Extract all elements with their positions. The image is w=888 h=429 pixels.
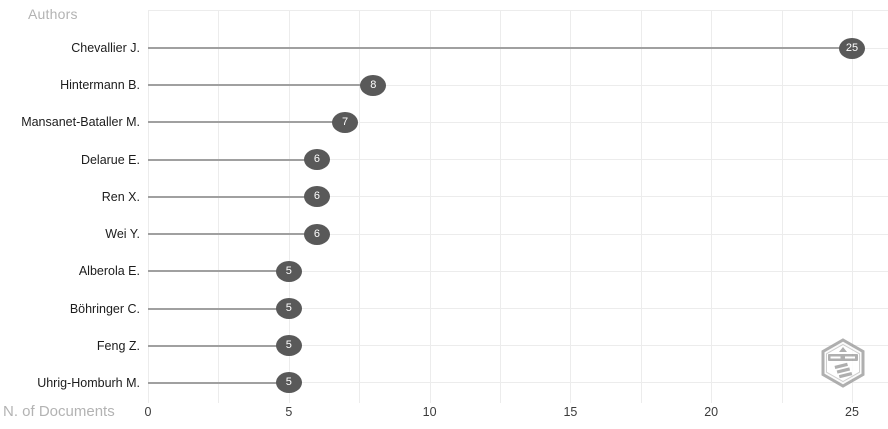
x-gridline: [148, 10, 149, 403]
x-gridline: [288, 10, 290, 403]
y-axis-title: Authors: [28, 6, 78, 22]
y-gridline: [148, 159, 888, 161]
x-gridline: [429, 10, 431, 403]
lollipop-stem: [148, 121, 346, 124]
lollipop-stem: [148, 158, 317, 161]
data-point[interactable]: 5: [275, 260, 302, 282]
x-axis-title: N. of Documents: [3, 403, 115, 420]
y-gridline: [148, 121, 888, 123]
x-gridline: [781, 10, 783, 403]
x-tick-label: 0: [144, 405, 152, 419]
category-label: Mansanet-Bataller M.: [21, 115, 140, 130]
x-tick-label: 10: [422, 405, 437, 419]
lollipop-stem: [148, 47, 852, 49]
y-gridline: [148, 308, 888, 310]
y-gridline: [148, 84, 888, 86]
category-label: Alberola E.: [78, 264, 140, 279]
x-gridline: [640, 10, 642, 403]
x-gridline: [218, 10, 220, 403]
lollipop-stem: [148, 270, 289, 273]
x-tick-label: 5: [285, 405, 293, 419]
category-label: Wei Y.: [105, 227, 140, 242]
data-point[interactable]: 25: [839, 37, 865, 59]
category-label: Böhringer C.: [69, 301, 140, 316]
y-gridline: [148, 382, 888, 384]
x-tick-label: 25: [845, 405, 859, 419]
category-label: Feng Z.: [96, 338, 140, 353]
y-gridline: [148, 233, 888, 235]
lollipop-stem: [148, 307, 289, 310]
y-gridline: [148, 196, 888, 198]
lollipop-stem: [148, 344, 289, 347]
category-label: Delarue E.: [80, 152, 140, 167]
y-gridline: [148, 10, 888, 12]
data-point[interactable]: 5: [275, 335, 302, 357]
y-gridline: [148, 345, 888, 347]
x-gridline: [711, 10, 713, 403]
data-point[interactable]: 5: [275, 298, 302, 320]
x-tick-label: 20: [704, 405, 719, 419]
y-gridline: [148, 270, 888, 272]
x-gridline: [570, 10, 572, 403]
lollipop-stem: [148, 381, 289, 384]
data-point[interactable]: 6: [303, 186, 330, 208]
data-point[interactable]: 7: [332, 111, 359, 133]
x-gridline: [359, 10, 361, 403]
data-point[interactable]: 6: [303, 149, 330, 171]
x-gridline: [852, 10, 853, 403]
data-point[interactable]: 6: [303, 223, 330, 245]
lollipop-stem: [148, 84, 374, 87]
x-gridline: [500, 10, 501, 403]
data-point[interactable]: 5: [275, 372, 302, 394]
x-tick-label: 15: [563, 405, 578, 419]
bibliometrix-logo-icon: [821, 338, 865, 388]
category-label: Uhrig-Homburh M.: [37, 375, 140, 390]
lollipop-stem: [148, 233, 317, 236]
category-label: Ren X.: [101, 189, 140, 204]
category-label: Chevallier J.: [71, 41, 140, 55]
category-label: Hintermann B.: [60, 78, 140, 93]
lollipop-stem: [148, 195, 317, 198]
data-point[interactable]: 8: [360, 74, 387, 96]
